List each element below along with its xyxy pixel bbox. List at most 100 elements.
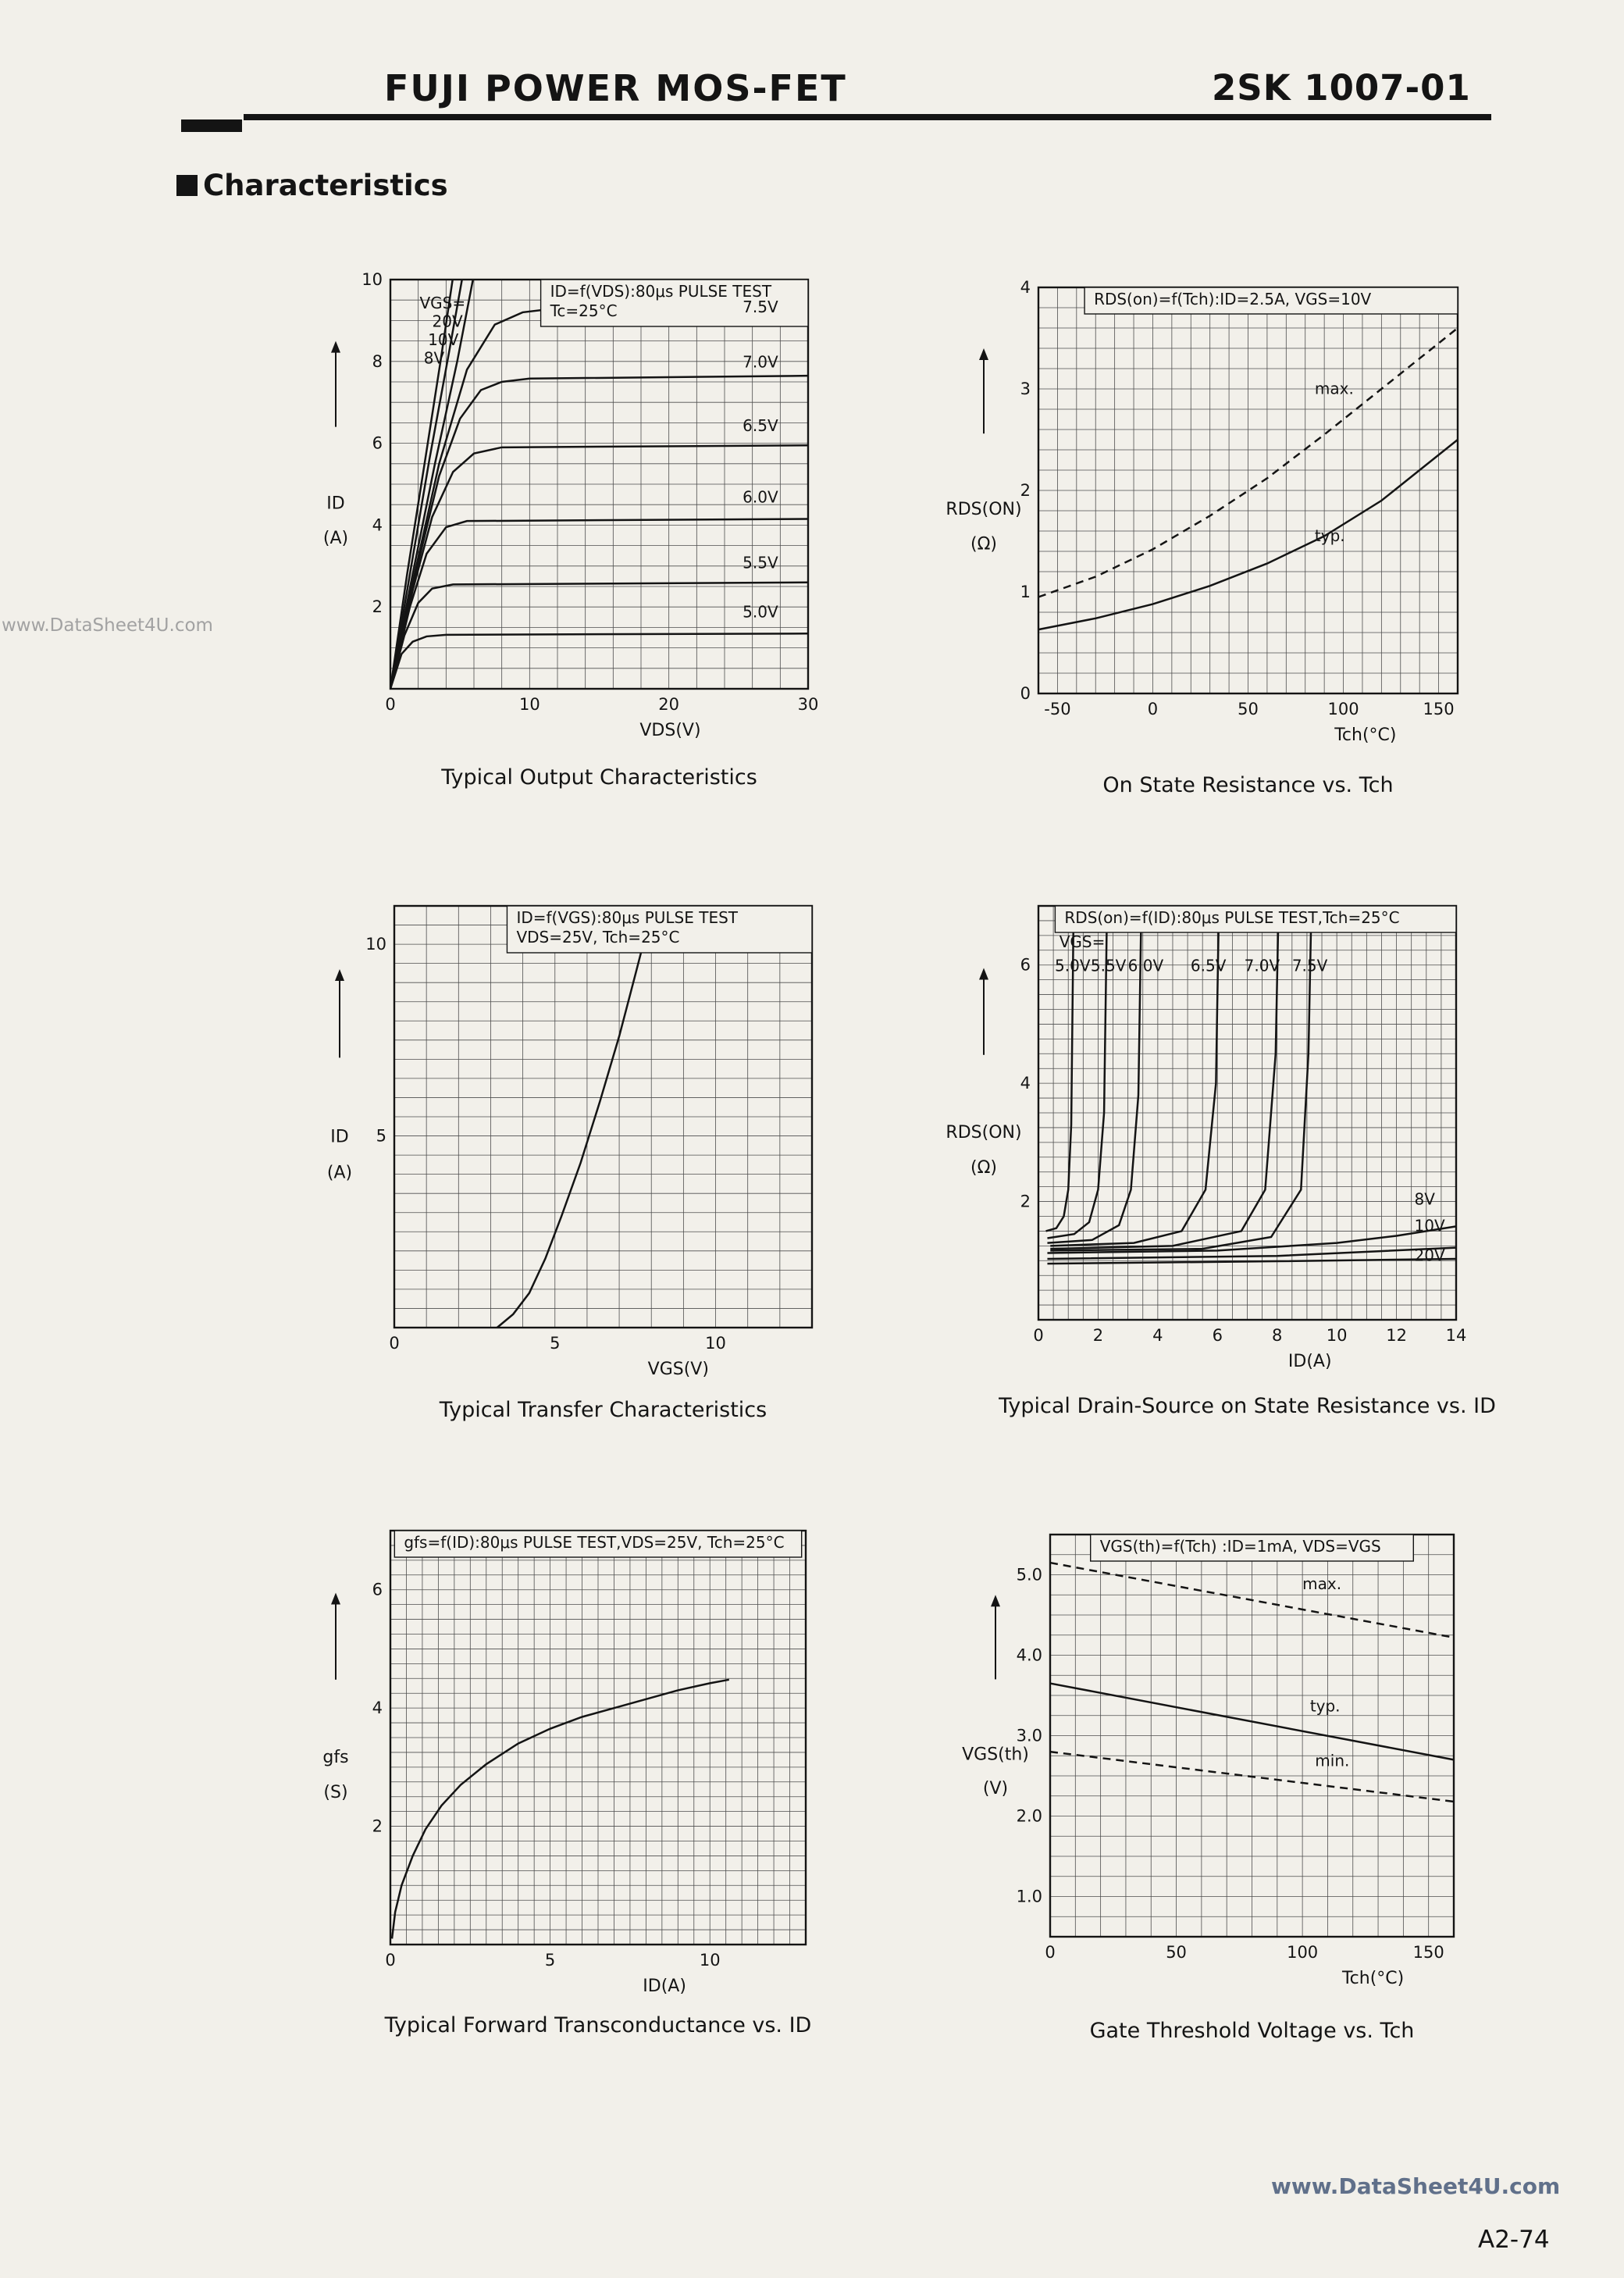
- curve-label: 5.0V: [743, 602, 778, 621]
- condition-text: Tc=25°C: [550, 301, 618, 320]
- y-tick-label: 8: [372, 352, 383, 371]
- curve-label: 7.0V: [743, 353, 778, 372]
- y-axis-label: (A): [323, 529, 348, 548]
- x-tick-label: 150: [1413, 1943, 1444, 1962]
- series-VGS=10V: [390, 279, 464, 690]
- y-tick-label: 10: [365, 935, 386, 954]
- condition-box: [506, 905, 813, 954]
- series-6.0V: [1047, 905, 1143, 1244]
- series-5.0V: [1045, 905, 1075, 1232]
- x-tick-label: 2: [1093, 1326, 1103, 1345]
- chart-rds-on-vs-id: RDS(on)=f(ID):80μs PULSE TEST,Tch=25°C VG…: [937, 882, 1515, 1433]
- y-tick-label: 6: [1020, 956, 1031, 975]
- curve-label: typ.: [1315, 526, 1345, 545]
- series-VGS=7.0V: [390, 374, 809, 690]
- page-number: A2-74: [1478, 2226, 1550, 2254]
- x-tick-label: 0: [1148, 700, 1158, 718]
- condition-text: RDS(on)=f(Tch):ID=2.5A, VGS=10V: [1094, 290, 1371, 308]
- condition-box: [540, 279, 809, 327]
- series-VGS=6.0V: [390, 518, 809, 690]
- x-tick-label: 10: [1327, 1326, 1348, 1345]
- y-tick-label: 10: [361, 270, 383, 289]
- y-axis-label: ID: [330, 1127, 348, 1146]
- x-tick-label: 6: [1213, 1326, 1223, 1345]
- chart-caption: Typical Transfer Characteristics: [439, 1398, 767, 1422]
- y-axis-label: (Ω): [970, 1158, 997, 1178]
- part-number: 2SK 1007-01: [1212, 67, 1471, 109]
- y-tick-label: 2: [372, 1817, 383, 1836]
- series-typ.: [1038, 439, 1458, 631]
- y-tick-label: 4: [1020, 278, 1031, 297]
- x-tick-label: 0: [385, 695, 395, 714]
- section-title-text: Characteristics: [203, 169, 448, 202]
- series-VGS=20V: [390, 279, 454, 690]
- condition-text: VGS(th)=f(Tch) :ID=1mA, VDS=VGS: [1100, 1537, 1381, 1556]
- x-tick-label: 30: [798, 695, 819, 714]
- curve-label: 20V: [433, 312, 463, 331]
- y-tick-label: 1: [1020, 583, 1031, 601]
- watermark-left: www.DataSheet4U.com: [2, 615, 213, 636]
- header-rule: [244, 114, 1491, 120]
- y-tick-label: 2: [1020, 481, 1031, 500]
- y-tick-label: 5: [376, 1127, 386, 1146]
- condition-text: ID=f(VGS):80μs PULSE TEST: [516, 908, 738, 927]
- y-tick-label: 4: [1020, 1074, 1031, 1093]
- x-tick-label: 5: [545, 1951, 555, 1970]
- y-tick-label: 6: [372, 1581, 383, 1599]
- x-tick-label: -50: [1044, 700, 1070, 718]
- series-min.: [1049, 1750, 1455, 1803]
- x-tick-label: 4: [1152, 1326, 1163, 1345]
- curve-label: VGS=: [419, 294, 465, 312]
- curve-label: VGS=: [1060, 932, 1106, 951]
- chart-caption: Typical Drain-Source on State Resistance…: [999, 1394, 1496, 1418]
- series-5.5V: [1047, 905, 1109, 1239]
- y-tick-label: 4.0: [1017, 1646, 1042, 1665]
- y-axis-label: RDS(ON): [946, 1123, 1021, 1143]
- x-tick-label: 0: [1033, 1326, 1043, 1345]
- y-tick-label: 5.0: [1017, 1566, 1042, 1585]
- y-tick-label: 1.0: [1017, 1888, 1042, 1906]
- curve-label: 10V: [428, 330, 458, 349]
- series-ID: [496, 905, 654, 1328]
- x-tick-label: 14: [1446, 1326, 1467, 1345]
- x-tick-label: 100: [1327, 700, 1359, 718]
- manufacturer-title: FUJI POWER MOS-FET: [384, 67, 847, 109]
- x-tick-label: 50: [1166, 1943, 1187, 1962]
- condition-box: [1084, 287, 1458, 315]
- x-axis-label: Tch(°C): [1334, 725, 1396, 745]
- forward-transconductance-plot: gfs=f(ID):80μs PULSE TEST,VDS=25V, Tch=2…: [322, 1529, 807, 1996]
- series-typ.: [1049, 1682, 1455, 1761]
- curve-label: max.: [1315, 380, 1354, 398]
- curve-label: 5.5V: [743, 553, 778, 572]
- x-axis-label: ID(A): [1288, 1352, 1332, 1371]
- y-axis-label: (Ω): [970, 534, 997, 554]
- x-tick-label: 100: [1287, 1943, 1318, 1962]
- series-8V: [1047, 1225, 1457, 1254]
- x-tick-label: 5: [550, 1334, 560, 1353]
- y-axis-arrowhead-icon: [335, 969, 344, 981]
- condition-text: VDS=25V, Tch=25°C: [516, 928, 679, 946]
- y-axis-arrowhead-icon: [331, 1592, 340, 1605]
- curve-label: 7.5V: [743, 298, 778, 316]
- y-axis-label: VGS(th): [962, 1745, 1029, 1764]
- y-axis-label: (A): [327, 1163, 352, 1182]
- curve-label: 5.5V: [1091, 956, 1127, 975]
- y-axis-arrowhead-icon: [979, 968, 988, 980]
- section-title: Characteristics: [176, 169, 448, 202]
- x-tick-label: 20: [658, 695, 679, 714]
- x-axis-label: Tch(°C): [1341, 1969, 1404, 1988]
- series-VGS=8V: [390, 279, 475, 690]
- series-6.5V: [1050, 905, 1220, 1247]
- y-tick-label: 2: [372, 597, 383, 616]
- y-tick-label: 3.0: [1017, 1727, 1042, 1745]
- chart-caption: Typical Forward Transconductance vs. ID: [384, 2013, 812, 2037]
- y-tick-label: 6: [372, 434, 383, 453]
- series-VGS=5.5V: [390, 581, 809, 690]
- gate-threshold-voltage-plot: VGS(th)=f(Tch) :ID=1mA, VDS=VGS max. typ. m…: [962, 1533, 1455, 1988]
- header-rule-tab: [181, 119, 242, 132]
- curve-label: 6.0V: [1128, 956, 1164, 975]
- condition-text: RDS(on)=f(ID):80μs PULSE TEST,Tch=25°C: [1064, 908, 1399, 927]
- chart-gate-threshold-voltage: VGS(th)=f(Tch) :ID=1mA, VDS=VGS max. typ. m…: [949, 1511, 1526, 2058]
- chart-caption: Typical Output Characteristics: [441, 765, 757, 790]
- curve-label: 20V: [1415, 1246, 1445, 1264]
